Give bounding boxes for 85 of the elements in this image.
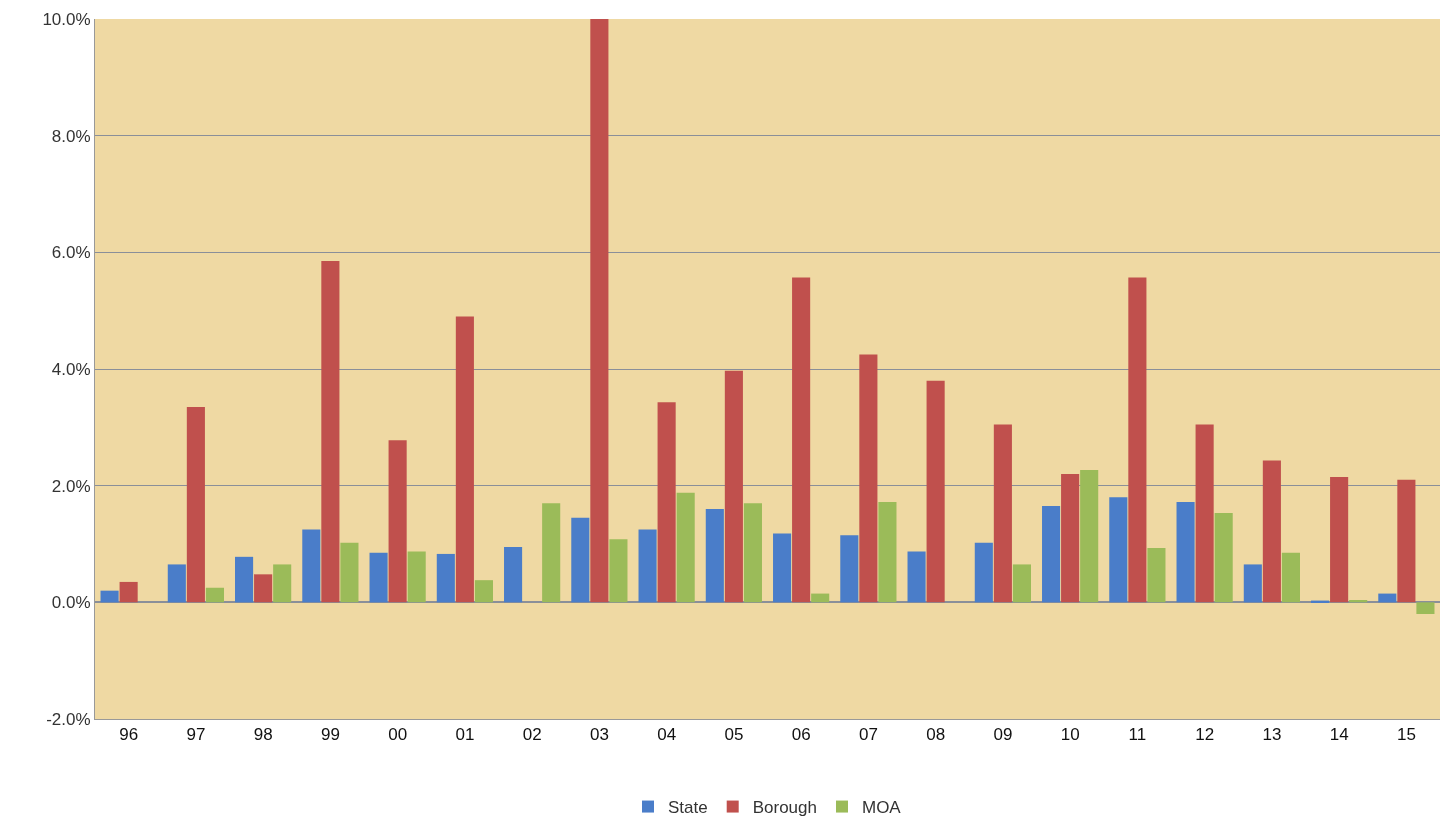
y-tick-label: 0.0% <box>51 593 91 613</box>
bar <box>638 529 657 603</box>
x-tick-label: 06 <box>791 725 811 745</box>
bar <box>474 580 493 603</box>
x-tick-label: 98 <box>253 725 273 745</box>
legend-label: Borough <box>752 798 817 818</box>
x-tick-label: 02 <box>522 725 542 745</box>
bar <box>1281 552 1300 603</box>
bar <box>974 542 993 603</box>
bar <box>1109 497 1128 603</box>
bar <box>1128 277 1147 603</box>
x-tick-label: 01 <box>455 725 475 745</box>
y-tick-label: 2.0% <box>51 476 91 496</box>
bar <box>840 535 859 603</box>
bar <box>407 551 426 603</box>
bar <box>1262 460 1281 603</box>
x-tick-label: 11 <box>1128 725 1147 745</box>
y-tick-label: 10.0% <box>42 9 91 29</box>
bar <box>1176 502 1195 603</box>
bar <box>504 546 523 603</box>
bar <box>1061 474 1080 603</box>
bar <box>369 552 388 603</box>
bar <box>1147 548 1166 603</box>
bar <box>1012 564 1031 603</box>
bar <box>321 261 340 603</box>
bar <box>609 539 628 603</box>
bar <box>773 533 792 603</box>
bar <box>724 370 743 603</box>
bar <box>859 354 878 603</box>
bar <box>907 551 926 603</box>
x-tick-label: 96 <box>119 725 139 745</box>
bar <box>926 380 945 603</box>
bar <box>186 406 205 603</box>
bar <box>590 19 609 603</box>
bar <box>340 542 359 603</box>
bar <box>542 503 561 603</box>
x-tick-label: 04 <box>657 725 677 745</box>
bar <box>302 529 321 603</box>
y-tick-label: 6.0% <box>51 243 91 263</box>
bar <box>676 492 695 603</box>
y-tick-label: 4.0% <box>51 359 91 379</box>
bar <box>1397 479 1416 603</box>
x-tick-label: 03 <box>589 725 609 745</box>
x-tick-label: 15 <box>1396 725 1416 745</box>
x-tick-label: 00 <box>388 725 408 745</box>
x-tick-label: 05 <box>724 725 744 745</box>
bar <box>811 593 830 603</box>
bar <box>167 564 186 603</box>
bar <box>273 564 292 603</box>
legend-label: MOA <box>861 798 902 818</box>
bar <box>1416 602 1435 614</box>
x-tick-label: 99 <box>320 725 340 745</box>
y-tick-label: 8.0% <box>51 126 91 146</box>
bar <box>100 590 119 603</box>
bar <box>743 503 762 603</box>
x-tick-label: 97 <box>186 725 206 745</box>
bar <box>657 402 676 603</box>
x-tick-label: 08 <box>926 725 946 745</box>
bar <box>254 574 273 603</box>
bar <box>1330 476 1349 603</box>
legend-label: State <box>668 798 708 818</box>
bar <box>993 424 1012 603</box>
bar <box>1214 513 1233 603</box>
x-tick-label: 12 <box>1195 725 1215 745</box>
x-tick-label: 09 <box>993 725 1013 745</box>
y-tick-label: -2.0% <box>46 709 91 729</box>
bar <box>1243 564 1262 603</box>
x-tick-label: 10 <box>1060 725 1080 745</box>
bar <box>1195 424 1214 603</box>
bar <box>1080 469 1099 603</box>
bar <box>1378 593 1397 603</box>
bar <box>571 517 590 603</box>
x-tick-label: 14 <box>1329 725 1349 745</box>
bar <box>436 553 455 603</box>
x-tick-label: 07 <box>858 725 878 745</box>
bar <box>1042 506 1061 603</box>
bar <box>119 581 138 603</box>
bar <box>205 587 224 603</box>
bar <box>235 556 254 603</box>
bar <box>792 277 811 603</box>
bar <box>388 440 407 603</box>
bar <box>455 316 474 603</box>
bar <box>878 502 897 603</box>
bar <box>705 509 724 603</box>
x-tick-label: 13 <box>1262 725 1282 745</box>
